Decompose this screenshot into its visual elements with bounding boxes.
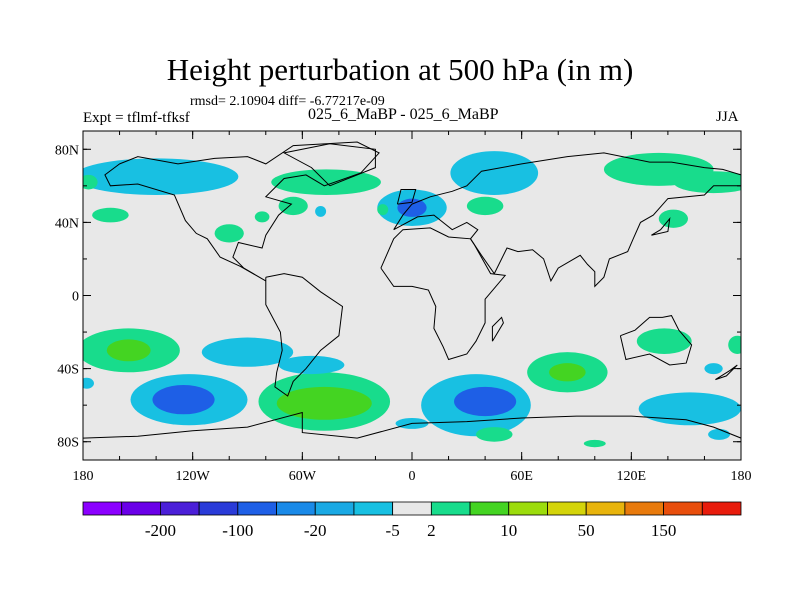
y-tick-label: 40N <box>55 216 79 231</box>
season-label: JJA <box>716 109 739 125</box>
coastline-9 <box>651 217 671 236</box>
colorbar-label: 50 <box>578 521 595 540</box>
colorbar-box-4 <box>237 501 277 516</box>
x-tick-label: 0 <box>409 469 416 484</box>
anomaly-contour-30 <box>636 328 692 354</box>
anomaly-contour-17 <box>106 339 151 362</box>
coastline-4 <box>619 315 693 366</box>
x-tick-label: 180 <box>731 469 752 484</box>
anomaly-contour-2 <box>92 207 129 223</box>
anomaly-contour-10 <box>377 204 389 216</box>
coastline-layer <box>83 141 741 439</box>
x-tick-label: 120W <box>176 469 211 484</box>
colorbar-label: -20 <box>304 521 327 540</box>
coastline-0 <box>104 141 380 282</box>
x-tick-label: 60W <box>289 469 317 484</box>
axis-tick-labels: 180 120W 60W 0 60E 120E 180 80N 40N 0 40S 80S <box>55 143 752 484</box>
anomaly-contour-1 <box>83 174 98 190</box>
colorbar-box-11 <box>508 501 548 516</box>
coastline-10 <box>715 364 738 381</box>
colorbar-box-1 <box>121 501 161 516</box>
colorbar-label: 150 <box>651 521 677 540</box>
anomaly-contour-24 <box>278 355 345 375</box>
y-tick-label: 80N <box>55 143 79 158</box>
colorbar-box-16 <box>701 501 742 516</box>
x-tick-label: 180 <box>73 469 94 484</box>
colorbar-box-13 <box>585 501 626 516</box>
anomaly-contour-34 <box>708 428 731 440</box>
anomaly-contour-35 <box>583 439 606 448</box>
anomaly-contour-33 <box>638 392 741 426</box>
anomaly-contour-0 <box>83 158 239 195</box>
anomaly-contour-20 <box>152 385 215 415</box>
anomaly-contour-27 <box>475 427 513 442</box>
axis-ticks <box>82 131 742 460</box>
x-tick-label: 120E <box>617 469 647 484</box>
anomaly-contour-18 <box>83 377 94 389</box>
anomaly-contour-6 <box>315 205 327 217</box>
chart-title: Height perturbation at 500 hPa (in m) <box>166 52 634 87</box>
colorbar-box-12 <box>547 501 587 516</box>
colorbar-label: -200 <box>145 521 176 540</box>
anomaly-contour-26 <box>454 386 517 417</box>
anomaly-contour-23 <box>276 386 372 420</box>
colorbar-box-14 <box>624 501 664 516</box>
experiment-label: Expt = tflmf-tfksf <box>83 110 190 126</box>
colorbar-label: -5 <box>386 521 400 540</box>
y-tick-label: 40S <box>57 363 79 378</box>
colorbar: -200 -100 -20 -5 2 10 50 150 <box>82 501 742 540</box>
stats-label: rmsd= 2.10904 diff= -6.77217e-09 <box>190 94 385 109</box>
coastline-5 <box>83 411 741 439</box>
colorbar-box-6 <box>314 501 355 516</box>
colorbar-label: 2 <box>427 521 436 540</box>
anomaly-contour-14 <box>673 171 741 194</box>
colorbar-label: 10 <box>500 521 517 540</box>
anomaly-contour-31 <box>728 335 741 354</box>
coastline-8 <box>396 189 417 205</box>
anomaly-contour-15 <box>658 209 688 228</box>
case-label: 025_6_MaBP - 025_6_MaBP <box>308 106 499 123</box>
coastline-1 <box>265 273 344 397</box>
coastline-3 <box>380 227 507 361</box>
colorbar-box-8 <box>392 501 432 516</box>
colorbar-box-15 <box>663 501 703 516</box>
anomaly-contour-12 <box>466 196 504 216</box>
anomaly-contour-29 <box>549 363 586 382</box>
coastline-2 <box>393 152 741 288</box>
coastline-6 <box>282 143 376 187</box>
colorbar-box-2 <box>160 501 200 516</box>
anomaly-field-layer <box>83 151 741 448</box>
anomaly-contour-32 <box>704 363 723 375</box>
y-tick-label: 0 <box>72 290 79 305</box>
anomaly-contour-11 <box>450 151 539 195</box>
y-tick-label: 80S <box>57 436 79 451</box>
colorbar-box-0 <box>82 501 123 516</box>
anomaly-contour-21 <box>201 337 294 367</box>
colorbar-box-5 <box>276 501 316 516</box>
colorbar-box-7 <box>353 501 394 516</box>
anomaly-contour-5 <box>214 224 244 243</box>
colorbar-box-9 <box>430 501 471 516</box>
x-tick-label: 60E <box>510 469 533 484</box>
colorbar-box-10 <box>469 501 510 516</box>
anomaly-contour-4 <box>278 196 308 216</box>
colorbar-box-3 <box>198 501 239 516</box>
anomaly-contour-7 <box>254 211 270 223</box>
coastline-7 <box>491 316 504 342</box>
colorbar-label: -100 <box>222 521 253 540</box>
